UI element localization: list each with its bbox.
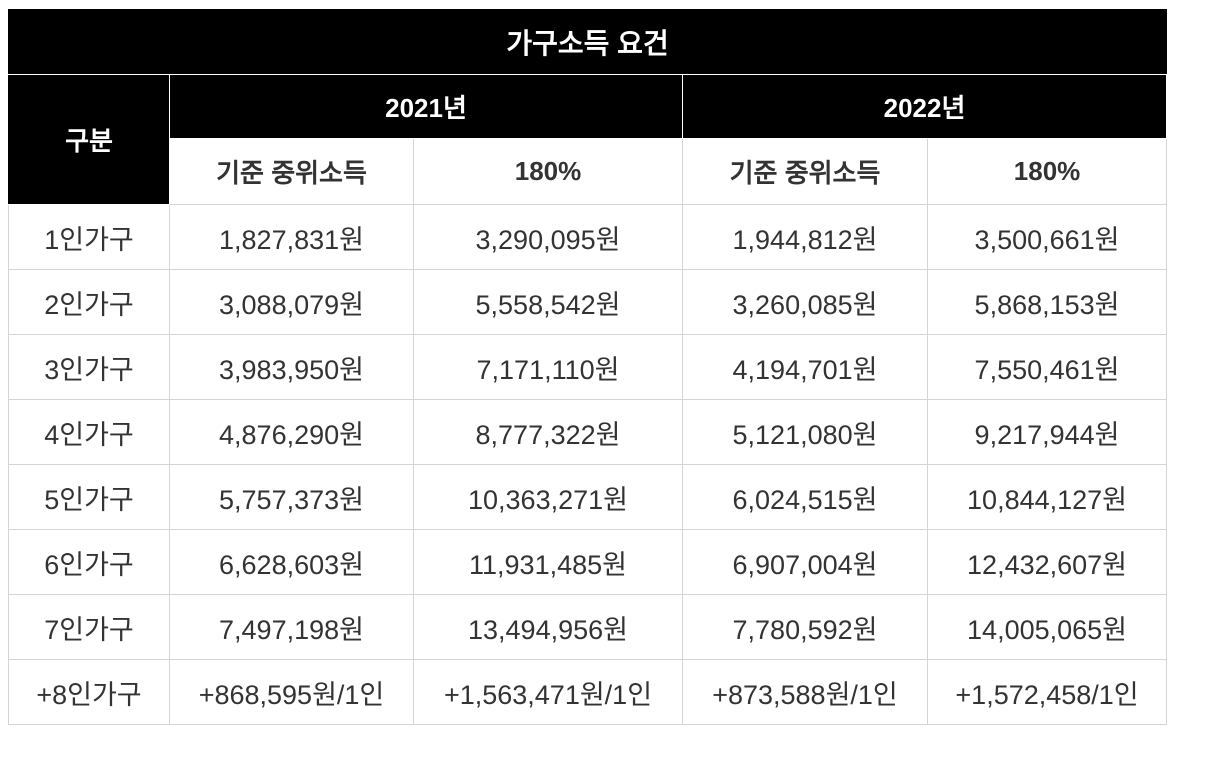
year-header-row: 구분 2021년 2022년 bbox=[8, 74, 1168, 205]
year-header-2022: 2022년 bbox=[681, 74, 1168, 139]
subheader-row: 기준 중위소득 180% 기준 중위소득 180% bbox=[9, 138, 1168, 205]
subheader-180-percent-2021: 180% bbox=[413, 138, 683, 205]
median-income-2021-cell: 5,757,373원 bbox=[169, 464, 414, 530]
median-income-2021-cell: 1,827,831원 bbox=[169, 204, 414, 270]
title-row: 가구소득 요건 bbox=[7, 9, 1168, 75]
household-size-label: 5인가구 bbox=[8, 464, 170, 530]
income-180-percent-2021-cell: 10,363,271원 bbox=[413, 464, 683, 530]
subheader-median-income-2021: 기준 중위소득 bbox=[169, 138, 414, 205]
household-size-label: 4인가구 bbox=[8, 399, 170, 465]
household-size-label: 1인가구 bbox=[8, 204, 170, 270]
table-row: 7인가구 7,497,198원 13,494,956원 7,780,592원 14,00… bbox=[8, 594, 1168, 660]
table-row: 6인가구 6,628,603원 11,931,485원 6,907,004원 12,43… bbox=[8, 529, 1168, 595]
median-income-2021-cell: +868,595원/1인 bbox=[169, 659, 414, 725]
household-size-label: 7인가구 bbox=[8, 594, 170, 660]
household-size-label: +8인가구 bbox=[8, 659, 170, 725]
table-title: 가구소득 요건 bbox=[7, 9, 1168, 75]
income-180-percent-2021-cell: 5,558,542원 bbox=[413, 269, 683, 335]
median-income-2022-cell: 3,260,085원 bbox=[682, 269, 928, 335]
income-180-percent-2022-cell: 10,844,127원 bbox=[926, 464, 1168, 530]
income-180-percent-2021-cell: 3,290,095원 bbox=[413, 204, 683, 270]
household-size-label: 2인가구 bbox=[8, 269, 170, 335]
median-income-2021-cell: 4,876,290원 bbox=[169, 399, 414, 465]
table-row: 1인가구 1,827,831원 3,290,095원 1,944,812원 3,500,… bbox=[8, 204, 1168, 270]
subheader-180-percent-2022: 180% bbox=[926, 138, 1168, 205]
median-income-2022-cell: 6,024,515원 bbox=[682, 464, 928, 530]
income-180-percent-2021-cell: +1,563,471원/1인 bbox=[413, 659, 683, 725]
income-180-percent-2022-cell: +1,572,458/1인 bbox=[926, 659, 1168, 725]
median-income-2022-cell: 1,944,812원 bbox=[682, 204, 928, 270]
table-row: 5인가구 5,757,373원 10,363,271원 6,024,515원 10,84… bbox=[8, 464, 1168, 530]
income-180-percent-2021-cell: 11,931,485원 bbox=[413, 529, 683, 595]
income-180-percent-2022-cell: 5,868,153원 bbox=[926, 269, 1168, 335]
household-income-table: 가구소득 요건 구분 2021년 2022년 기준 중위소득 180% 기준 중… bbox=[7, 9, 1168, 725]
table-row: 3인가구 3,983,950원 7,171,110원 4,194,701원 7,550,… bbox=[8, 334, 1168, 400]
median-income-2021-cell: 3,983,950원 bbox=[169, 334, 414, 400]
table-row: 4인가구 4,876,290원 8,777,322원 5,121,080원 9,217,… bbox=[8, 399, 1168, 465]
year-header-2021: 2021년 bbox=[169, 74, 683, 139]
income-180-percent-2021-cell: 8,777,322원 bbox=[413, 399, 683, 465]
median-income-2021-cell: 3,088,079원 bbox=[169, 269, 414, 335]
median-income-2022-cell: +873,588원/1인 bbox=[682, 659, 928, 725]
median-income-2021-cell: 6,628,603원 bbox=[169, 529, 414, 595]
table-row: +8인가구 +868,595원/1인 +1,563,471원/1인 +873,588원… bbox=[8, 659, 1168, 725]
table-row: 2인가구 3,088,079원 5,558,542원 3,260,085원 5,868,… bbox=[8, 269, 1168, 335]
median-income-2021-cell: 7,497,198원 bbox=[169, 594, 414, 660]
median-income-2022-cell: 7,780,592원 bbox=[682, 594, 928, 660]
household-size-label: 6인가구 bbox=[8, 529, 170, 595]
income-180-percent-2022-cell: 14,005,065원 bbox=[926, 594, 1168, 660]
median-income-2022-cell: 5,121,080원 bbox=[682, 399, 928, 465]
income-180-percent-2022-cell: 9,217,944원 bbox=[926, 399, 1168, 465]
income-180-percent-2022-cell: 12,432,607원 bbox=[926, 529, 1168, 595]
median-income-2022-cell: 4,194,701원 bbox=[682, 334, 928, 400]
income-180-percent-2021-cell: 7,171,110원 bbox=[413, 334, 683, 400]
median-income-2022-cell: 6,907,004원 bbox=[682, 529, 928, 595]
category-header: 구분 bbox=[8, 74, 170, 205]
household-size-label: 3인가구 bbox=[8, 334, 170, 400]
subheader-median-income-2022: 기준 중위소득 bbox=[682, 138, 928, 205]
income-180-percent-2021-cell: 13,494,956원 bbox=[413, 594, 683, 660]
income-180-percent-2022-cell: 7,550,461원 bbox=[926, 334, 1168, 400]
income-180-percent-2022-cell: 3,500,661원 bbox=[926, 204, 1168, 270]
